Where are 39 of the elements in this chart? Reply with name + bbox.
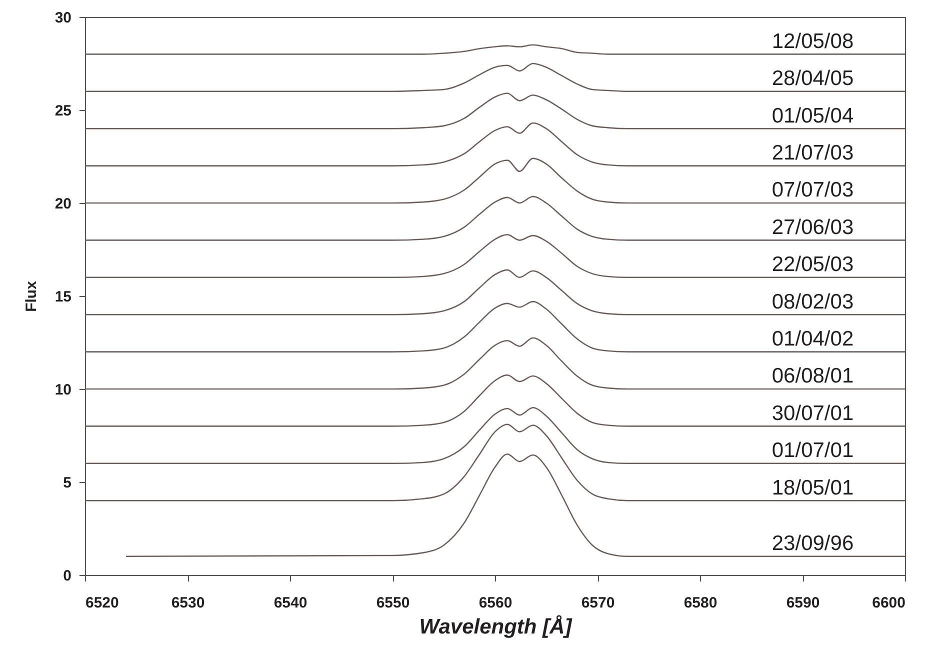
x-tick-label: 6530 — [171, 594, 205, 612]
series-label: 08/02/03 — [772, 290, 854, 314]
series-label: 30/07/01 — [772, 402, 854, 425]
y-tick-label: 25 — [54, 102, 72, 120]
y-tick-label: 5 — [63, 474, 72, 492]
x-tick-label: 6590 — [786, 594, 820, 612]
series-label: 23/09/96 — [772, 532, 854, 556]
line-series — [85, 196, 905, 241]
line-series — [85, 424, 905, 502]
x-tick-label: 6550 — [376, 594, 410, 612]
series-label: 01/04/02 — [772, 328, 854, 351]
x-tick-label: 6600 — [872, 594, 906, 612]
y-tick-label: 10 — [54, 382, 72, 398]
series-label: 28/04/05 — [772, 67, 854, 90]
line-series — [85, 92, 905, 130]
series-label: 27/06/03 — [772, 216, 854, 239]
y-tick-label: 20 — [54, 196, 72, 212]
x-tick-label: 6570 — [581, 594, 615, 612]
line-series — [85, 234, 905, 278]
x-tick-label: 6580 — [684, 594, 718, 612]
x-tick-label: 6540 — [274, 594, 308, 612]
y-axis-title: Flux — [22, 280, 40, 312]
series-label: 01/07/01 — [772, 439, 854, 462]
line-series — [85, 406, 905, 464]
series-label: 07/07/03 — [772, 178, 854, 202]
y-tick-label: 0 — [63, 568, 72, 584]
y-tick-label: 30 — [54, 10, 72, 26]
series-label: 21/07/03 — [772, 142, 854, 165]
series-label: 12/05/08 — [772, 30, 854, 53]
y-tick-label: 15 — [54, 288, 72, 306]
series-label: 22/05/03 — [772, 253, 854, 276]
line-series — [85, 62, 905, 92]
x-tick-label: 6520 — [86, 594, 119, 612]
x-tick-label: 6560 — [478, 594, 512, 612]
series-label: 01/05/04 — [772, 104, 854, 128]
line-series — [85, 122, 905, 166]
x-axis-title: Wavelength [Å] — [419, 614, 573, 638]
series-label: 18/05/01 — [772, 476, 854, 500]
series-label: 06/08/01 — [772, 364, 854, 388]
